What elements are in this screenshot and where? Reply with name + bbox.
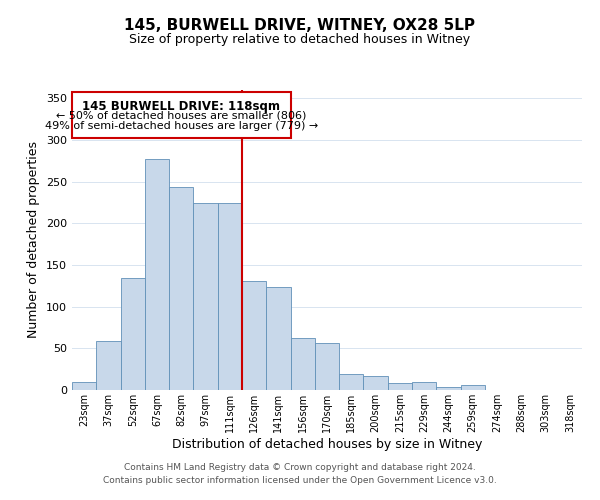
Bar [72,382,96,390]
Text: Contains public sector information licensed under the Open Government Licence v3: Contains public sector information licen… [103,476,497,485]
Text: 145 BURWELL DRIVE: 118sqm: 145 BURWELL DRIVE: 118sqm [82,100,280,113]
Text: 145, BURWELL DRIVE, WITNEY, OX28 5LP: 145, BURWELL DRIVE, WITNEY, OX28 5LP [125,18,476,32]
Bar [436,386,461,390]
Bar [242,281,266,390]
Bar [290,338,315,390]
Bar [96,341,121,390]
Bar [72,92,290,138]
Bar [266,286,290,390]
Text: 49% of semi-detached houses are larger (779) →: 49% of semi-detached houses are larger (… [44,121,318,131]
Bar [315,342,339,390]
Bar [121,278,145,390]
Y-axis label: Number of detached properties: Number of detached properties [28,142,40,338]
Bar [364,376,388,390]
Bar [388,382,412,390]
Bar [461,385,485,390]
Bar [339,374,364,390]
Text: Size of property relative to detached houses in Witney: Size of property relative to detached ho… [130,32,470,46]
Bar [218,204,242,390]
Text: Contains HM Land Registry data © Crown copyright and database right 2024.: Contains HM Land Registry data © Crown c… [124,464,476,472]
Bar [145,159,169,390]
Bar [169,186,193,390]
Bar [193,204,218,390]
X-axis label: Distribution of detached houses by size in Witney: Distribution of detached houses by size … [172,438,482,450]
Text: ← 50% of detached houses are smaller (806): ← 50% of detached houses are smaller (80… [56,110,307,120]
Bar [412,382,436,390]
